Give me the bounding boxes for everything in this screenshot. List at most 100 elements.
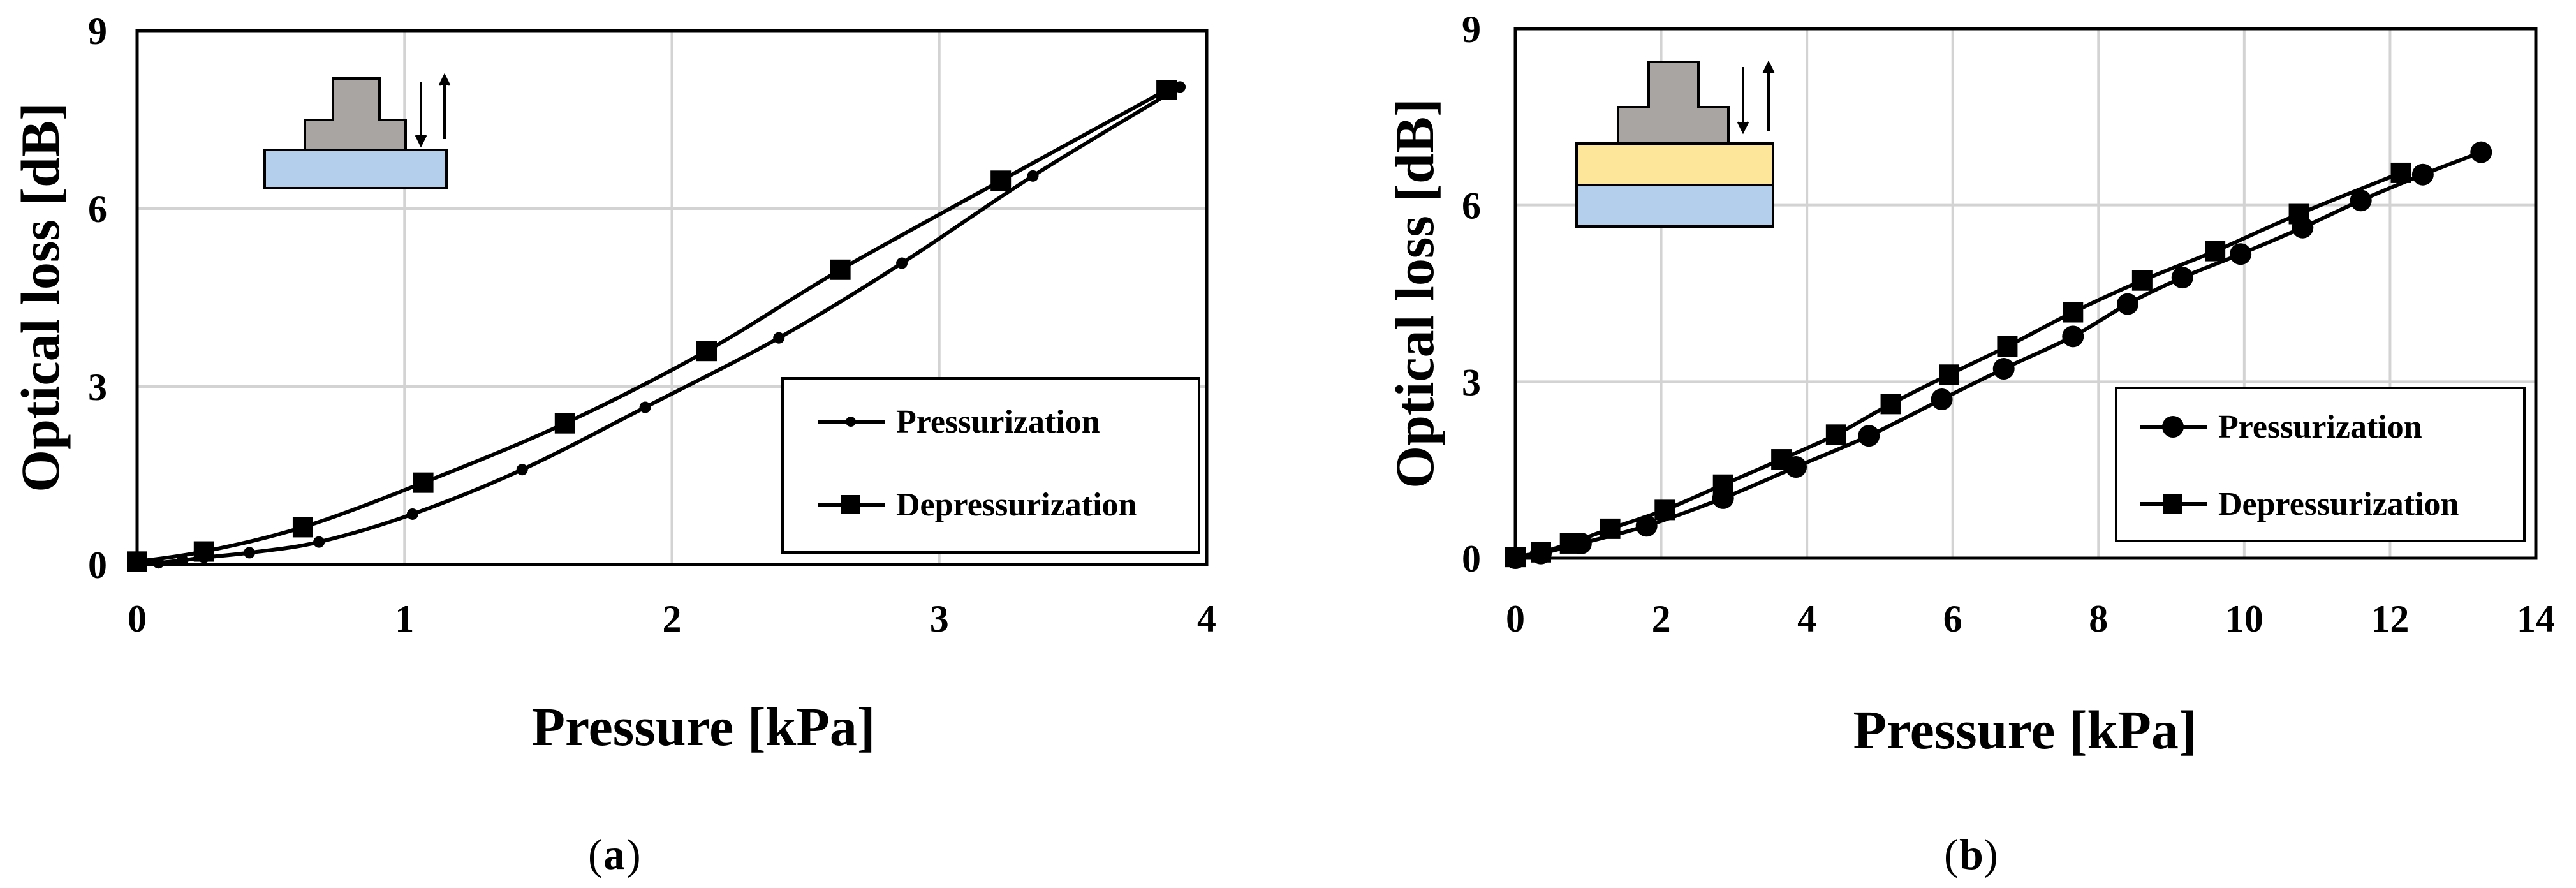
legend-b: Pressurization Depressurization bbox=[2115, 387, 2526, 542]
data-point-pressurization-a bbox=[516, 464, 528, 476]
y-tick-label-b: 6 bbox=[1462, 185, 1481, 227]
legend-a: Pressurization Depressurization bbox=[781, 377, 1200, 554]
data-point-depressurization-a bbox=[830, 259, 851, 280]
up-arrowhead-icon-b bbox=[1762, 60, 1775, 73]
x-tick-label-a: 3 bbox=[930, 598, 949, 640]
caption-paren-close-a: ) bbox=[626, 830, 641, 878]
legend-box-b bbox=[2115, 387, 2526, 542]
caption-a: ( a ) bbox=[588, 830, 641, 878]
y-tick-label-b: 9 bbox=[1462, 8, 1481, 50]
x-tick-label-a: 2 bbox=[663, 598, 682, 640]
data-point-depressurization-b bbox=[1712, 474, 1733, 495]
x-tick-label-b: 4 bbox=[1797, 598, 1816, 640]
x-tick-label-b: 12 bbox=[2371, 598, 2409, 640]
data-point-pressurization-b bbox=[1931, 389, 1953, 410]
chart-panel-a: 0 1 2 3 4 0 3 6 9 Pressure [kPa] Optical loss [d… bbox=[10, 10, 1216, 878]
y-axis-label-a: Optical loss [dB] bbox=[10, 102, 71, 492]
down-arrowhead-icon bbox=[415, 135, 427, 148]
x-axis-label-b: Pressure [kPa] bbox=[1853, 699, 2197, 760]
legend-marker-pressurization-b bbox=[2162, 416, 2184, 438]
caption-label-a: a bbox=[603, 830, 625, 878]
data-point-pressurization-a bbox=[896, 257, 908, 269]
chart-panel-b: 0 2 4 6 8 10 12 14 0 3 6 9 Pressure [kPa] Optical l… bbox=[1384, 8, 2555, 878]
y-tick-label-a: 9 bbox=[88, 10, 107, 52]
substrate-layer-b bbox=[1575, 184, 1774, 228]
data-point-pressurization-a bbox=[773, 332, 785, 344]
y-tick-label-b: 0 bbox=[1462, 538, 1481, 580]
data-point-pressurization-b bbox=[2171, 267, 2193, 289]
legend-marker-pressurization-a bbox=[846, 417, 856, 427]
legend-label-pressurization-a: Pressurization bbox=[896, 404, 1100, 440]
inset-diagram-a bbox=[263, 73, 451, 189]
inset-diagram-b bbox=[1575, 60, 1775, 228]
data-point-depressurization-b bbox=[1771, 449, 1792, 470]
y-tick-label-b: 3 bbox=[1462, 361, 1481, 403]
legend-box-a bbox=[781, 377, 1200, 554]
data-point-depressurization-b bbox=[2131, 270, 2153, 291]
series-line-depressurization-a bbox=[136, 88, 1168, 564]
data-point-pressurization-b bbox=[1992, 358, 2015, 380]
data-point-depressurization-b bbox=[2205, 241, 2226, 262]
data-point-depressurization-a bbox=[292, 517, 313, 538]
ticks-a: 0 1 2 3 4 0 3 6 9 bbox=[88, 10, 1216, 640]
data-point-depressurization-b bbox=[2390, 162, 2411, 183]
caption-paren-close-b: ) bbox=[1984, 830, 1998, 878]
caption-paren-open-a: ( bbox=[588, 830, 603, 878]
data-point-depressurization-b bbox=[1654, 500, 1675, 521]
data-point-depressurization-a bbox=[193, 541, 214, 562]
data-point-pressurization-b bbox=[2350, 189, 2372, 212]
ticks-b: 0 2 4 6 8 10 12 14 0 3 6 9 bbox=[1462, 8, 2555, 640]
y-axis-label-b: Optical loss [dB] bbox=[1384, 98, 1445, 489]
data-point-pressurization-a bbox=[406, 508, 418, 520]
substrate-layer bbox=[263, 149, 448, 189]
caption-paren-open-b: ( bbox=[1944, 830, 1959, 878]
up-arrowhead-icon bbox=[438, 73, 451, 86]
data-point-pressurization-b bbox=[2411, 163, 2434, 186]
data-point-depressurization-b bbox=[2063, 302, 2084, 323]
x-tick-label-b: 14 bbox=[2517, 598, 2555, 640]
data-point-depressurization-b bbox=[1939, 364, 1959, 385]
data-point-pressurization-a bbox=[244, 547, 256, 559]
x-tick-label-b: 0 bbox=[1506, 598, 1525, 640]
caption-label-b: b bbox=[1959, 830, 1984, 878]
down-arrowhead-icon-b bbox=[1737, 121, 1749, 135]
x-tick-label-a: 4 bbox=[1197, 598, 1216, 640]
x-tick-label-b: 10 bbox=[2225, 598, 2263, 640]
legend-label-pressurization-b: Pressurization bbox=[2218, 409, 2422, 445]
plot-frame-a bbox=[135, 29, 1209, 566]
caption-b: ( b ) bbox=[1944, 830, 1998, 878]
data-point-pressurization-b bbox=[2117, 293, 2138, 315]
y-tick-label-a: 0 bbox=[88, 544, 107, 586]
weight-block-b bbox=[1617, 61, 1730, 145]
data-point-pressurization-a bbox=[313, 536, 325, 548]
data-point-pressurization-b bbox=[2470, 141, 2492, 163]
data-point-depressurization-a bbox=[413, 472, 434, 493]
legend-label-depressurization-b: Depressurization bbox=[2218, 486, 2459, 522]
legend-label-depressurization-a: Depressurization bbox=[896, 487, 1137, 523]
data-point-pressurization-a bbox=[1174, 81, 1186, 93]
data-point-depressurization-b bbox=[1880, 394, 1901, 415]
x-tick-label-a: 1 bbox=[395, 598, 414, 640]
x-tick-label-b: 2 bbox=[1652, 598, 1671, 640]
data-point-pressurization-a bbox=[1027, 170, 1039, 182]
plot-frame-b bbox=[1513, 27, 2538, 560]
data-point-pressurization-a bbox=[639, 401, 651, 413]
data-point-depressurization-a bbox=[990, 170, 1012, 191]
data-point-pressurization-b bbox=[2230, 243, 2252, 265]
top-layer bbox=[1575, 142, 1774, 186]
data-point-pressurization-b bbox=[1858, 425, 1880, 447]
legend-marker-depressurization-b bbox=[2163, 494, 2182, 514]
y-tick-label-a: 6 bbox=[88, 188, 107, 230]
data-point-depressurization-b bbox=[2288, 204, 2309, 225]
weight-block bbox=[304, 77, 407, 151]
data-point-depressurization-b bbox=[1997, 336, 2018, 357]
x-tick-label-a: 0 bbox=[128, 598, 147, 640]
data-point-depressurization-a bbox=[1156, 80, 1177, 100]
data-point-depressurization-b bbox=[1559, 533, 1580, 554]
x-tick-label-b: 6 bbox=[1943, 598, 1962, 640]
y-tick-label-a: 3 bbox=[88, 366, 107, 408]
x-axis-label-a: Pressure [kPa] bbox=[531, 696, 875, 757]
data-point-depressurization-b bbox=[1825, 424, 1846, 445]
x-tick-label-b: 8 bbox=[2089, 598, 2108, 640]
